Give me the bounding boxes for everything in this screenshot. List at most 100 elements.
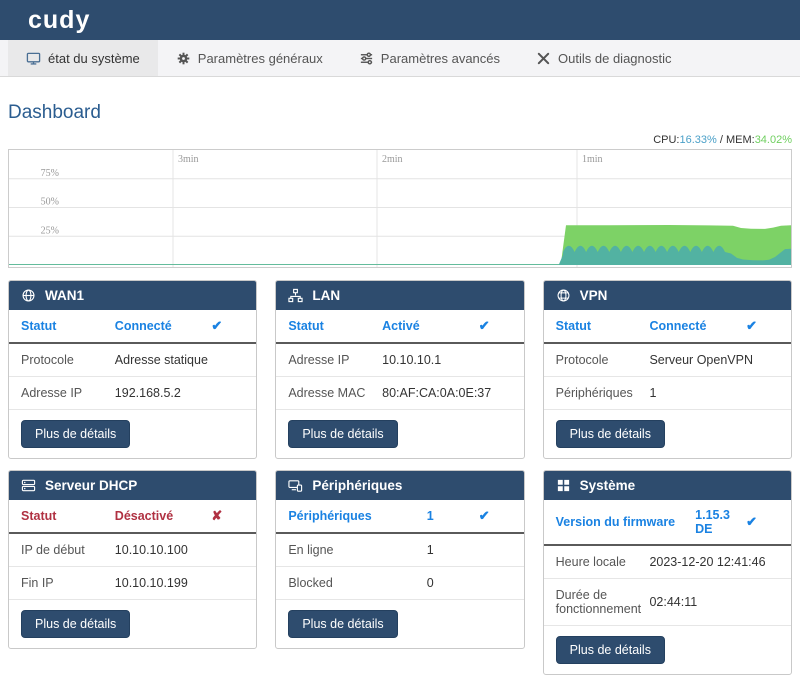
card-footer: Plus de détails [276, 600, 523, 648]
status-label: Statut [21, 509, 57, 523]
status-value: 1 [426, 509, 434, 523]
tab-advanced-settings[interactable]: Paramètres avancés [341, 40, 518, 76]
check-icon: ✔ [746, 514, 757, 529]
row-value: Adresse statique [114, 353, 208, 367]
row-value: 80:AF:CA:0A:0E:37 [382, 386, 492, 400]
tab-label: état du système [48, 50, 140, 66]
row-value: 2023-12-20 12:41:46 [649, 555, 766, 569]
row-label: Adresse MAC [288, 386, 366, 400]
table-row: Adresse IP 192.168.5.2 [9, 377, 257, 410]
svg-text:1min: 1min [582, 154, 603, 165]
status-row: Statut Connecté ✔ [9, 310, 257, 344]
status-label: Statut [288, 319, 324, 333]
status-cards-grid: WAN1 Statut Connecté ✔ Protocole Adresse… [8, 280, 792, 683]
row-label: En ligne [288, 543, 334, 557]
row-label: Protocole [21, 353, 74, 367]
lan-details-button[interactable]: Plus de détails [288, 420, 398, 448]
vpn-details-button[interactable]: Plus de détails [555, 420, 665, 448]
dhcp-details-button[interactable]: Plus de détails [21, 610, 131, 638]
card-title: VPN [579, 288, 608, 303]
status-row: Statut Activé ✔ [276, 310, 524, 344]
system-details-button[interactable]: Plus de détails [555, 636, 665, 664]
cudy-logo: cudy [28, 5, 91, 34]
status-value: Activé [382, 319, 420, 333]
app-header: cudy [0, 0, 800, 40]
row-value: 02:44:11 [649, 595, 698, 609]
row-label: Durée de fonctionnement [555, 588, 642, 616]
check-icon: ✔ [746, 318, 757, 333]
card-footer: Plus de détails [544, 626, 791, 674]
sliders-icon [359, 51, 374, 66]
cross-icon: ✘ [211, 508, 223, 523]
check-icon: ✔ [478, 508, 490, 523]
status-value: Désactivé [114, 509, 174, 523]
cpu-mem-legend: CPU:16.33% / MEM:34.02% [8, 134, 792, 146]
status-value: Connecté [114, 319, 172, 333]
status-label: Statut [555, 319, 592, 333]
table-row: Heure locale 2023-12-20 12:41:46 [543, 546, 791, 579]
svg-text:75%: 75% [41, 168, 59, 179]
card-footer: Plus de détails [9, 600, 256, 648]
status-row: Statut Désactivé ✘ [9, 500, 257, 534]
devices-icon [288, 478, 303, 493]
table-row: Adresse IP 10.10.10.1 [276, 344, 524, 377]
globe-icon [21, 288, 36, 303]
row-value: 1 [649, 386, 657, 400]
status-value: Connecté [649, 319, 707, 333]
card-devices-header: Périphériques [276, 471, 524, 500]
wan1-details-button[interactable]: Plus de détails [21, 420, 131, 448]
card-footer: Plus de détails [276, 410, 523, 458]
card-footer: Plus de détails [544, 410, 791, 458]
legend-separator: / [716, 134, 726, 146]
row-value: 0 [426, 576, 434, 590]
status-row: Version du firmware 1.15.3 DE ✔ [543, 500, 791, 546]
tab-label: Paramètres avancés [380, 50, 501, 66]
globe-grid-icon [556, 288, 571, 303]
card-title: Périphériques [312, 478, 403, 493]
status-value: 1.15.3 DE [695, 508, 730, 536]
table-row: Blocked 0 [276, 567, 524, 600]
main-navigation: état du système Paramètres généraux Para… [0, 40, 800, 77]
row-value: 10.10.10.1 [382, 353, 442, 367]
row-label: IP de début [21, 543, 85, 557]
svg-text:3min: 3min [178, 154, 199, 165]
row-label: Blocked [288, 576, 333, 590]
tab-label: Paramètres généraux [197, 50, 323, 66]
row-label: Périphériques [555, 386, 633, 400]
check-icon: ✔ [478, 318, 490, 333]
card-dhcp-server: Serveur DHCP Statut Désactivé ✘ IP de dé… [8, 470, 258, 649]
server-icon [21, 478, 36, 493]
devices-details-button[interactable]: Plus de détails [288, 610, 398, 638]
row-value: 10.10.10.199 [114, 576, 188, 590]
row-value: 1 [426, 543, 434, 557]
table-row: Durée de fonctionnement 02:44:11 [543, 579, 791, 626]
tab-diagnostic-tools[interactable]: Outils de diagnostic [518, 40, 689, 76]
row-value: 10.10.10.100 [114, 543, 188, 557]
table-row: IP de début 10.10.10.100 [9, 534, 257, 567]
row-value: 192.168.5.2 [114, 386, 181, 400]
status-label: Statut [21, 319, 57, 333]
card-system-header: Système [543, 471, 791, 500]
row-label: Fin IP [21, 576, 54, 590]
table-row: Périphériques 1 [543, 377, 791, 410]
cpu-mem-area-chart: 75% 50% 25% 3min 2min 1min [9, 150, 791, 267]
row-label: Adresse IP [288, 353, 350, 367]
grid-icon [556, 478, 571, 493]
card-title: Système [579, 478, 636, 493]
tab-general-settings[interactable]: Paramètres généraux [158, 40, 341, 76]
tools-icon [536, 51, 551, 66]
mem-value: 34.02% [754, 134, 792, 146]
gear-icon [176, 51, 191, 66]
tab-system-status[interactable]: état du système [8, 40, 158, 76]
svg-text:50%: 50% [41, 197, 59, 208]
table-row: En ligne 1 [276, 534, 524, 567]
network-icon [288, 288, 303, 303]
table-row: Adresse MAC 80:AF:CA:0A:0E:37 [276, 377, 524, 410]
status-row: Statut Connecté ✔ [543, 310, 791, 344]
card-footer: Plus de détails [9, 410, 256, 458]
card-vpn-header: VPN [543, 281, 791, 310]
row-label: Protocole [555, 353, 609, 367]
svg-text:2min: 2min [382, 154, 403, 165]
row-value: Serveur OpenVPN [649, 353, 753, 367]
tab-label: Outils de diagnostic [558, 50, 672, 66]
